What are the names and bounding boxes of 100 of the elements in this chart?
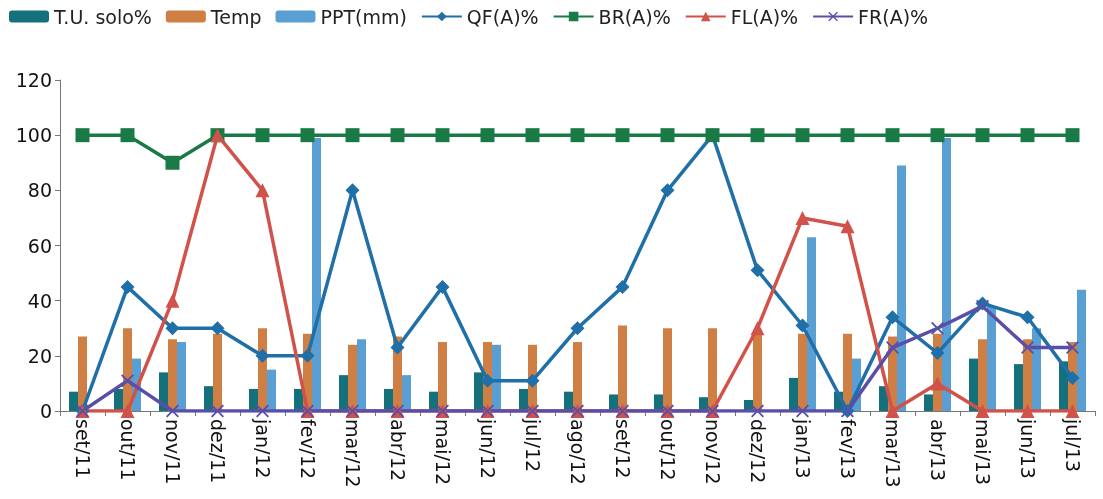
legend-label: BR(A)%: [598, 5, 671, 28]
x-tick-label: ago/12: [566, 419, 589, 485]
bar: [798, 333, 807, 411]
bar: [213, 333, 222, 411]
bar: [1077, 289, 1086, 411]
y-tick-label: 80: [27, 179, 52, 202]
point: [435, 279, 450, 294]
x-tick-label: jan/12: [251, 418, 274, 479]
point: [525, 373, 540, 388]
legend-label: QF(A)%: [466, 5, 539, 28]
point: [660, 183, 675, 198]
point: [840, 128, 855, 143]
x-tick-label: out/12: [656, 419, 679, 481]
point: [570, 321, 585, 336]
point: [1066, 341, 1079, 355]
point: [345, 128, 360, 143]
point: [435, 128, 450, 143]
bar: [1014, 364, 1023, 411]
point: [390, 340, 405, 355]
y-tick-label: 40: [27, 289, 52, 312]
legend-label: T.U. solo%: [53, 5, 152, 28]
y-tick-label: 20: [27, 344, 52, 367]
bar: [789, 377, 798, 411]
x-tick-label: jun/13: [1016, 418, 1039, 479]
x-tick-label: fev/12: [296, 419, 319, 480]
bar: [573, 342, 582, 411]
point: [121, 374, 134, 388]
point: [390, 128, 405, 143]
x-tick-label: set/11: [71, 419, 94, 479]
point: [795, 210, 810, 225]
bar: [969, 358, 978, 411]
x-tick-label: jan/13: [791, 418, 814, 479]
x-tick-label: mar/12: [341, 419, 364, 488]
x-tick-label: jul/13: [1061, 418, 1084, 473]
bar: [924, 394, 933, 411]
point: [750, 128, 765, 143]
point: [255, 348, 270, 363]
x-tick-label: mai/13: [971, 419, 994, 486]
bar: [618, 325, 627, 411]
point: [165, 293, 180, 308]
point: [1021, 341, 1034, 355]
point: [255, 128, 270, 143]
x-tick-label: jul/12: [521, 418, 544, 473]
point: [931, 321, 944, 335]
point: [930, 346, 945, 361]
x-tick-label: abr/12: [386, 419, 409, 482]
point: [750, 263, 765, 278]
legend-label: FL(A)%: [730, 5, 799, 28]
x-tick-label: mar/13: [881, 419, 904, 488]
bar: [177, 342, 186, 411]
bar: [348, 344, 357, 411]
point: [930, 128, 945, 143]
point: [120, 128, 135, 143]
x-tick-label: nov/11: [161, 419, 184, 485]
bar: [663, 328, 672, 411]
point: [525, 128, 540, 143]
bar: [978, 339, 987, 411]
point: [1020, 310, 1035, 325]
bar: [987, 306, 996, 411]
point: [795, 128, 810, 143]
point: [975, 128, 990, 143]
bar: [357, 339, 366, 411]
point: [886, 341, 899, 355]
y-tick-label: 100: [15, 124, 52, 147]
legend-label: Temp: [209, 5, 262, 28]
legend-label: FR(A)%: [858, 5, 929, 28]
point: [345, 183, 360, 198]
bar: [897, 165, 906, 411]
bar: [204, 386, 213, 411]
point: [570, 128, 585, 143]
point: [300, 348, 315, 363]
bar: [753, 333, 762, 411]
x-tick-label: dez/12: [746, 419, 769, 484]
point: [75, 128, 90, 143]
bar: [807, 237, 816, 411]
point: [885, 404, 900, 418]
point: [210, 321, 225, 336]
point: [930, 376, 945, 391]
x-tick-label: jun/12: [476, 418, 499, 479]
bar: [492, 344, 501, 411]
x-tick-label: out/11: [116, 419, 139, 481]
point: [1065, 128, 1080, 143]
x-tick-label: set/12: [611, 419, 634, 479]
y-tick-label: 0: [39, 400, 52, 422]
bar: [942, 137, 951, 411]
point: [1020, 128, 1035, 143]
point: [120, 404, 135, 418]
x-tick-label: abr/13: [926, 419, 949, 482]
x-tick-label: fev/13: [836, 419, 859, 480]
y-tick-label: 120: [15, 69, 52, 91]
point: [1020, 404, 1035, 418]
x-tick-label: dez/11: [206, 419, 229, 484]
x-tick-label: nov/12: [701, 419, 724, 485]
point: [120, 279, 135, 294]
point: [165, 321, 180, 336]
legend-label: PPT(mm): [320, 5, 407, 28]
y-tick-label: 60: [27, 234, 52, 257]
bar: [402, 375, 411, 411]
point: [165, 155, 180, 170]
point: [615, 279, 630, 294]
